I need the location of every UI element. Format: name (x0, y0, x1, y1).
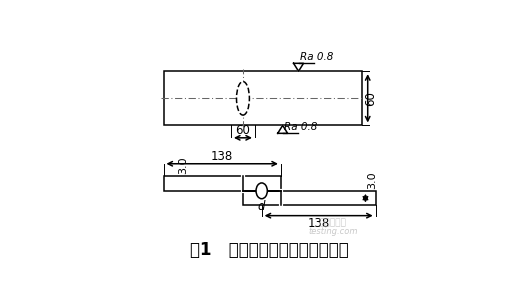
Bar (164, 176, 281, 191)
Text: 3.0: 3.0 (178, 157, 188, 174)
Text: Ra 0.8: Ra 0.8 (284, 122, 318, 132)
Text: Ra 0.8: Ra 0.8 (300, 52, 333, 62)
Text: 60: 60 (236, 124, 250, 137)
Text: d: d (258, 200, 266, 213)
Bar (242, 191, 376, 205)
Bar (164, 71, 362, 125)
Polygon shape (278, 125, 288, 133)
Text: 图1   电阻点焊工艺试验试件尺寸: 图1 电阻点焊工艺试验试件尺寸 (190, 241, 349, 258)
Text: 138: 138 (308, 217, 330, 230)
Text: testing.com: testing.com (308, 227, 358, 236)
Ellipse shape (237, 81, 249, 115)
Text: 3.0: 3.0 (367, 171, 377, 189)
Text: 60: 60 (364, 91, 377, 106)
Text: 嘉峪检测网: 嘉峪检测网 (319, 218, 346, 227)
Polygon shape (294, 63, 304, 71)
Ellipse shape (256, 183, 267, 199)
Text: 138: 138 (211, 150, 234, 163)
